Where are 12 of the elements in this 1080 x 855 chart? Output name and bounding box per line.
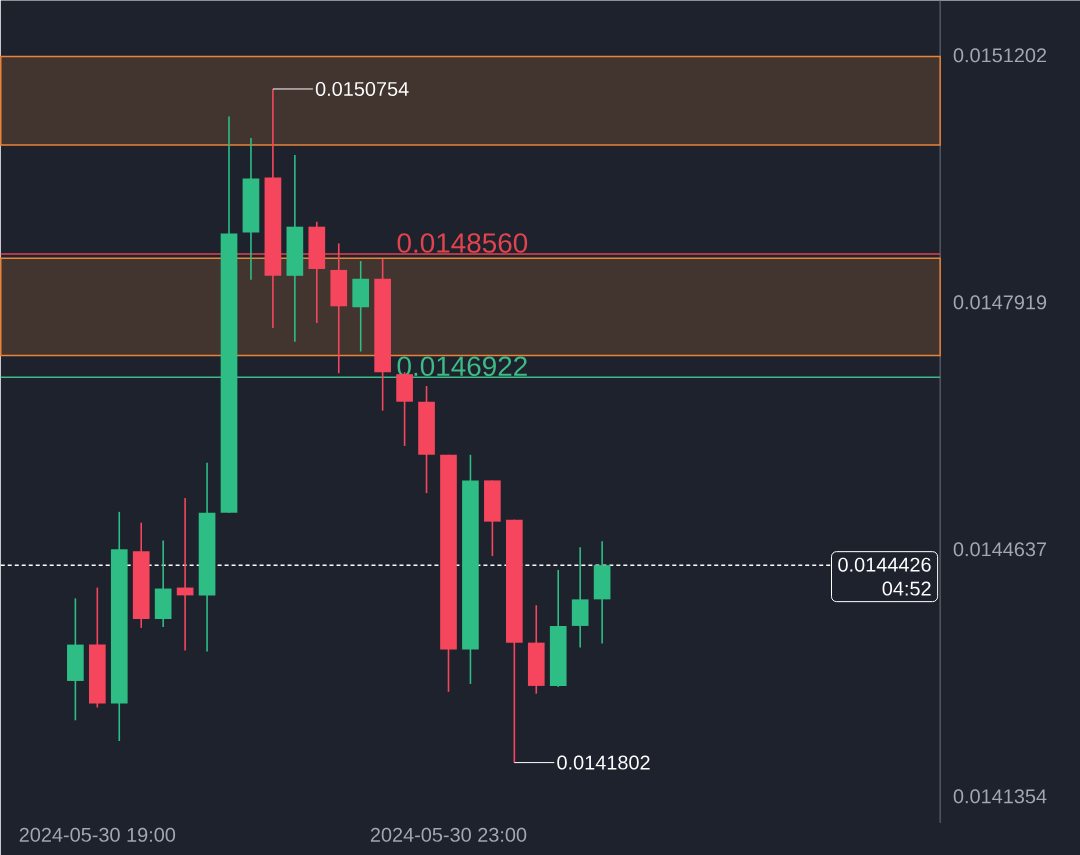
ref-line-label: 0.0144426	[838, 557, 931, 572]
y-tick-label: 0.0141354	[953, 789, 1047, 804]
annotation: 04:52	[882, 581, 931, 596]
x-tick-label: 2024-05-30 19:00	[19, 827, 176, 842]
ref-line-label: 0.0148560	[397, 233, 528, 253]
y-tick-label: 0.0147919	[953, 295, 1047, 310]
x-tick-label: 2024-05-30 23:00	[370, 827, 527, 842]
y-tick-label: 0.0151202	[953, 48, 1047, 63]
ref-line-label: 0.0146922	[397, 356, 527, 377]
annotation: 0.0150754	[315, 81, 409, 97]
annotation: 0.0141802	[557, 755, 650, 770]
y-tick-label: 0.0144637	[953, 542, 1047, 557]
